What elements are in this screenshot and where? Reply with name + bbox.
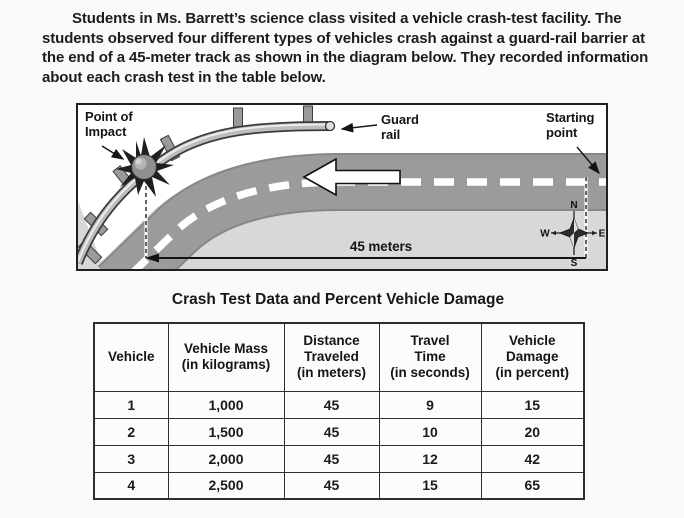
cell-time: 9	[378, 390, 482, 419]
label-guard-rail: Guard rail	[381, 112, 419, 142]
crash-track-diagram: N S E W Point of Impact Guard rail Start…	[76, 103, 608, 271]
guard-rail-leader-arrow	[340, 122, 378, 133]
table-row: 4 2,500 45 15 65	[93, 471, 585, 500]
table-title: Crash Test Data and Percent Vehicle Dama…	[171, 291, 505, 308]
col-header-damage: Vehicle Damage (in percent)	[480, 322, 585, 392]
col-header-mass: Vehicle Mass (in kilograms)	[167, 322, 285, 392]
cell-mass: 2,000	[167, 444, 285, 473]
cell-damage: 20	[480, 417, 585, 446]
center-line	[131, 178, 606, 269]
col-header-time: Travel Time (in seconds)	[378, 322, 482, 392]
cell-time: 12	[378, 444, 482, 473]
guard-rail	[78, 120, 336, 265]
compass-icon: N S E W	[540, 200, 605, 269]
table-row: 2 1,500 45 10 20	[93, 417, 585, 446]
cell-distance: 45	[283, 390, 380, 419]
crash-test-data-table: Vehicle Vehicle Mass (in kilograms) Dist…	[93, 322, 585, 500]
col-header-distance: Distance Traveled (in meters)	[283, 322, 380, 392]
table-row: 1 1,000 45 9 15	[93, 390, 585, 419]
col-header-vehicle: Vehicle	[93, 322, 169, 392]
measurement-arrowhead-icon	[145, 253, 159, 263]
compass-label-e: E	[599, 229, 606, 240]
cell-mass: 1,500	[167, 417, 285, 446]
label-45-meters: 45 meters	[349, 239, 413, 254]
cell-distance: 45	[283, 444, 380, 473]
table-row: 3 2,000 45 12 42	[93, 444, 585, 473]
label-starting-point: Starting point	[546, 110, 595, 140]
intro-paragraph: Students in Ms. Barrett’s science class …	[42, 10, 649, 86]
compass-label-n: N	[570, 200, 577, 211]
travel-direction-arrow-icon	[302, 157, 401, 197]
compass-label-w: W	[540, 229, 550, 240]
cell-damage: 65	[480, 471, 585, 500]
label-point-of-impact: Point of Impact	[85, 109, 133, 139]
cell-distance: 45	[283, 471, 380, 500]
cell-mass: 1,000	[167, 390, 285, 419]
starting-point-leader-arrow	[576, 146, 600, 175]
cell-vehicle: 3	[93, 444, 169, 473]
cell-vehicle: 4	[93, 471, 169, 500]
cell-vehicle: 2	[93, 417, 169, 446]
cell-time: 10	[378, 417, 482, 446]
cell-damage: 42	[480, 444, 585, 473]
cell-damage: 15	[480, 390, 585, 419]
impact-burst-icon	[116, 137, 174, 197]
diagram-canvas: N S E W	[78, 105, 606, 269]
cell-vehicle: 1	[93, 390, 169, 419]
cell-distance: 45	[283, 417, 380, 446]
compass-label-s: S	[571, 258, 578, 269]
top-background	[78, 105, 606, 265]
cell-time: 15	[378, 471, 482, 500]
guard-rail-end-cap	[324, 120, 336, 132]
header-row: Vehicle Vehicle Mass (in kilograms) Dist…	[93, 322, 585, 392]
point-of-impact-leader-arrow	[101, 145, 125, 160]
cell-mass: 2,500	[167, 471, 285, 500]
